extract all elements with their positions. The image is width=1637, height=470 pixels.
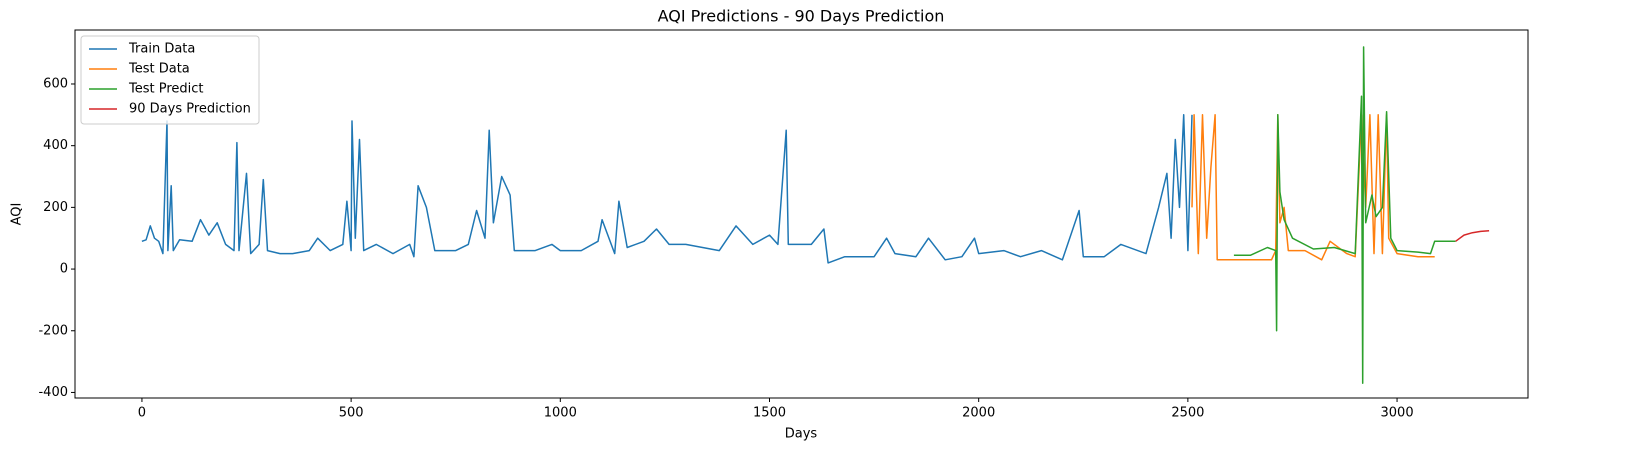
y-tick-label: -400: [38, 385, 68, 400]
series-line: [1233, 46, 1456, 384]
y-tick-label: 200: [43, 200, 68, 215]
plot-frame: [74, 29, 1529, 399]
legend-label: 90 Days Prediction: [129, 102, 251, 117]
x-tick-label: 1500: [753, 406, 786, 421]
series-line: [1191, 114, 1435, 261]
y-tick-label: 600: [43, 76, 68, 91]
y-tick-label: 0: [60, 262, 68, 277]
x-tick-label: 2500: [1171, 406, 1204, 421]
x-axis-label: Days: [785, 427, 818, 442]
legend-label: Train Data: [128, 42, 195, 57]
series-line: [1455, 230, 1490, 242]
y-axis-label: AQI: [10, 203, 25, 226]
x-tick-label: 3000: [1381, 406, 1414, 421]
legend-box: [80, 35, 260, 125]
series-line: [141, 114, 1193, 264]
x-tick-label: 500: [339, 406, 364, 421]
y-tick-label: -200: [38, 323, 68, 338]
legend-label: Test Data: [128, 62, 190, 77]
chart-title: AQI Predictions - 90 Days Prediction: [658, 7, 945, 26]
x-tick-label: 0: [138, 406, 146, 421]
y-tick-label: 400: [43, 138, 68, 153]
legend-label: Test Predict: [128, 82, 204, 97]
x-tick-label: 1000: [544, 406, 577, 421]
x-tick-label: 2000: [962, 406, 995, 421]
